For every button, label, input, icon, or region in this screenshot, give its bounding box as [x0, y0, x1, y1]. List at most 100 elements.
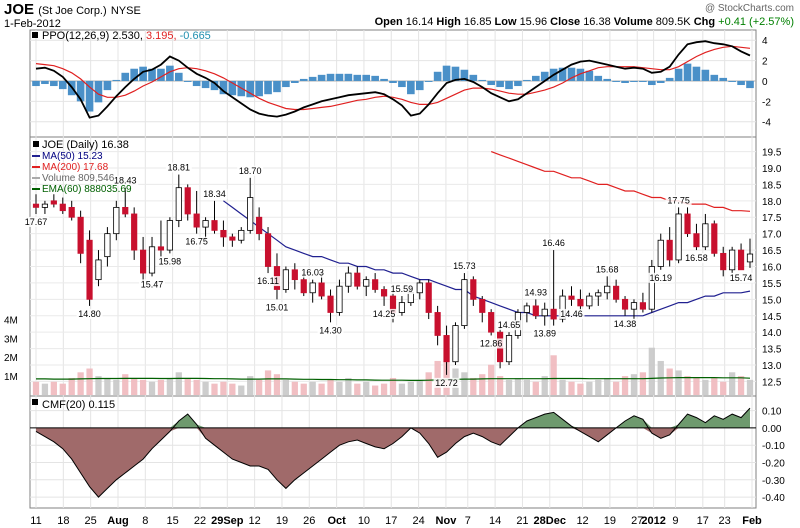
- volume-bar: [264, 370, 272, 395]
- volume-bar: [148, 381, 156, 395]
- volume-bar: [372, 385, 379, 395]
- annotation-bg: [371, 308, 398, 319]
- volume-bar: [345, 377, 352, 395]
- candle-body: [68, 206, 75, 218]
- annotation-bg: [594, 264, 621, 275]
- candle-body: [193, 213, 200, 228]
- cmf-line: [35, 407, 751, 498]
- candle-body: [657, 239, 664, 267]
- ma50-line: [223, 200, 751, 317]
- ppo-histogram-bar: [246, 80, 255, 98]
- price-annotation: 14.25: [373, 309, 396, 319]
- volume-bar: [273, 374, 281, 395]
- candle-body: [702, 223, 709, 248]
- x-tick-label: 7: [465, 515, 471, 527]
- candle-body: [595, 292, 602, 297]
- candle-body: [336, 285, 343, 313]
- ppo-histogram-bar: [576, 68, 585, 81]
- volume-bar: [238, 385, 245, 395]
- volume-bar: [32, 381, 40, 395]
- price-legend-item: MA(50) 15.23: [42, 151, 103, 162]
- candle-body: [470, 279, 477, 300]
- price-annotation: 15.74: [730, 273, 753, 283]
- candle-body: [122, 206, 129, 215]
- price-annotation: 17.75: [667, 195, 690, 205]
- ppo-histogram-bar: [451, 66, 460, 81]
- x-tick-label: 15: [167, 515, 179, 527]
- x-tick-label: 9: [672, 515, 678, 527]
- candle-body: [95, 259, 102, 281]
- ppo-histogram-bar: [603, 78, 612, 81]
- volume-bar: [737, 376, 745, 395]
- volume-tick-label: 4M: [4, 315, 18, 326]
- volume-bar: [746, 379, 754, 395]
- x-tick-label: 29Sep: [211, 515, 244, 527]
- price-annotation: 14.38: [614, 319, 637, 329]
- price-annotation: 16.58: [685, 253, 708, 263]
- candle-body: [238, 229, 245, 241]
- volume-bar: [505, 379, 513, 395]
- open-label: Open: [374, 16, 403, 28]
- ppo-tick-label: 2: [762, 57, 768, 68]
- ppo-histogram-bar: [469, 74, 478, 81]
- x-tick-label: 25: [85, 515, 97, 527]
- annotation-bg: [540, 238, 567, 249]
- ppo-histogram-bar: [335, 73, 344, 81]
- ppo-histogram-bar: [389, 80, 397, 83]
- price-tick-label: 15.0: [762, 295, 782, 306]
- volume-bar: [568, 381, 575, 395]
- ppo-histogram-bar: [103, 80, 112, 91]
- ppo-tick-label: 0: [762, 77, 768, 88]
- x-tick-label: 22: [194, 515, 206, 527]
- volume-bar: [729, 372, 736, 395]
- price-tick-label: 18.5: [762, 180, 782, 191]
- price-tick-label: 19.5: [762, 148, 782, 159]
- ppo-histogram-bar: [701, 69, 710, 81]
- candle-body: [229, 236, 236, 241]
- candle-body: [523, 305, 530, 313]
- high-label: High: [436, 16, 461, 28]
- ppo-histogram-bar: [496, 80, 504, 88]
- cmf-legend: CMF(20) 0.115: [42, 399, 115, 411]
- volume-bar: [496, 376, 504, 395]
- volume-bar: [612, 381, 620, 395]
- price-tick-label: 17.5: [762, 213, 782, 224]
- ppo-legend: PPO(12,26,9) 2.530, 3.195, -0.665: [42, 30, 211, 42]
- volume-bar: [380, 383, 388, 395]
- ppo-histogram-bar: [291, 80, 299, 83]
- ma200-line: [490, 151, 751, 212]
- volume-bar: [577, 383, 584, 395]
- volume-bar: [630, 374, 638, 395]
- ppo-histogram-bar: [201, 80, 210, 89]
- annotation-bg: [683, 253, 710, 264]
- ppo-histogram-bar: [85, 80, 94, 112]
- price-annotation: 16.75: [185, 237, 208, 247]
- panel-frame: [29, 395, 757, 509]
- cmf-tick-label: 0.00: [762, 424, 782, 435]
- volume-bar: [470, 377, 477, 395]
- ppo-histogram-bar: [166, 65, 174, 81]
- candle-body: [131, 213, 138, 251]
- candle-body: [746, 253, 754, 263]
- price-annotation: 14.93: [525, 287, 548, 297]
- price-annotation: 12.86: [480, 338, 503, 348]
- candle-body: [621, 298, 629, 310]
- brand-watermark: @ StockCharts.com: [704, 3, 794, 14]
- candle-body: [711, 223, 718, 254]
- volume-bar: [693, 377, 700, 395]
- volume-bar: [220, 381, 227, 395]
- volume-tick-label: 3M: [4, 334, 18, 345]
- candle-body: [318, 282, 325, 297]
- ppo-histogram-bar: [112, 79, 121, 81]
- price-annotation: 18.70: [239, 166, 262, 176]
- ppo-histogram-bar: [674, 68, 683, 81]
- candle-body: [32, 203, 40, 208]
- volume-bar: [131, 377, 138, 395]
- ppo-histogram-bar: [371, 75, 379, 81]
- candle-body: [461, 279, 468, 327]
- volume-bar: [193, 379, 200, 395]
- ppo-histogram-bar: [531, 75, 540, 81]
- ppo-histogram-bar: [380, 78, 388, 81]
